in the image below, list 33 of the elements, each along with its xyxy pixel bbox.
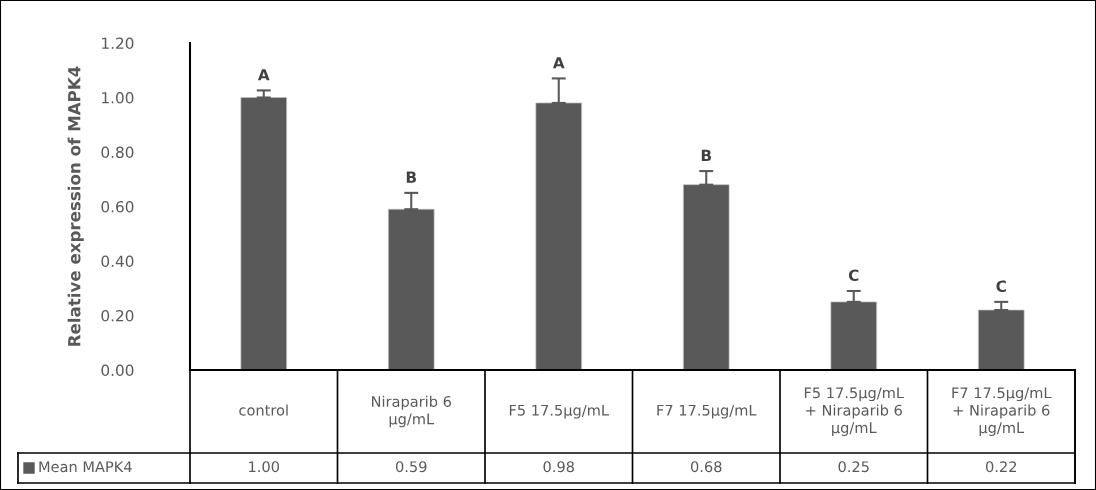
x-tick-label: F5 17.5µg/mL: [509, 404, 609, 419]
bar: [978, 309, 1025, 370]
annotation: A: [552, 57, 565, 69]
x-tick-label: F7 17.5µg/mL: [657, 404, 757, 419]
legend-label: Mean MAPK4: [39, 461, 132, 473]
y-tick-label: 0.40: [101, 255, 134, 268]
bar: [388, 208, 435, 370]
bar: [830, 301, 877, 370]
data-label: 0.98: [543, 461, 574, 473]
data-label: 0.59: [395, 461, 427, 473]
data-label: 0.22: [985, 461, 1017, 473]
annotation: A: [257, 69, 270, 81]
annotation: C: [996, 280, 1006, 292]
y-tick-label: 0.80: [101, 146, 134, 159]
annotation: B: [406, 171, 416, 183]
y-tick-label: 0.60: [101, 200, 134, 213]
annotation: C: [848, 269, 859, 282]
y-tick-label: 0.20: [101, 309, 134, 322]
y-tick-label: 1.20: [102, 37, 134, 50]
x-tick-label: F5 17.5µg/mL + Niraparib 6 µg/mL: [804, 387, 904, 436]
annotation: B: [701, 149, 711, 161]
y-tick-label: 1.00: [102, 91, 134, 104]
x-tick-label: F7 17.5µg/mL + Niraparib 6 µg/mL: [952, 387, 1052, 436]
data-label: 1.00: [249, 461, 280, 473]
data-label: 0.25: [838, 461, 869, 473]
bar: [240, 97, 287, 370]
y-axis-title: Relative expression of MAPK4: [67, 66, 84, 346]
x-tick-label: Niraparib 6 µg/mL: [372, 395, 451, 428]
data-label: 0.68: [690, 461, 722, 473]
y-tick-label: 0.00: [101, 364, 134, 377]
bar: [683, 184, 730, 370]
x-tick-label: control: [239, 404, 288, 416]
bar: [535, 102, 582, 370]
